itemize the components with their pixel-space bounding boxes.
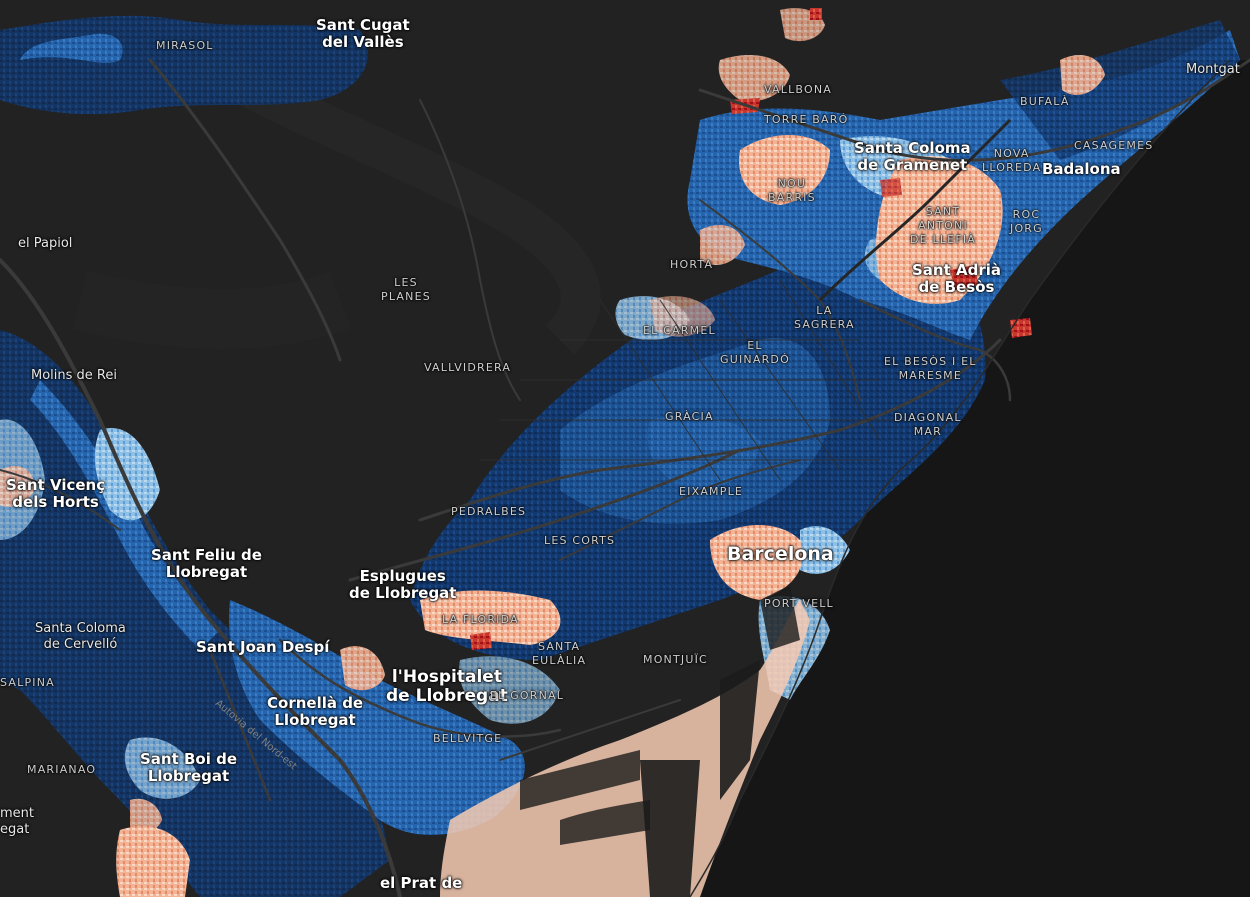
- label-sant-vicenc[interactable]: Sant Vicenç dels Horts: [6, 476, 106, 511]
- label-port-vell[interactable]: PORT VELL: [764, 597, 834, 610]
- label-barcelona[interactable]: Barcelona: [727, 543, 834, 565]
- label-nou-barris[interactable]: NOU BARRIS: [768, 177, 816, 204]
- label-sant-antoni-llefia[interactable]: SANT ANTONI DE LLEFIÀ: [910, 205, 977, 246]
- label-bufala[interactable]: BUFALÀ: [1020, 95, 1070, 108]
- label-les-corts[interactable]: LES CORTS: [544, 534, 616, 547]
- label-sant-adria[interactable]: Sant Adrià de Besòs: [912, 261, 1002, 296]
- label-besos-maresme[interactable]: EL BESÒS I EL MARESME: [884, 355, 977, 382]
- label-esplugues[interactable]: Esplugues de Llobregat: [349, 567, 457, 602]
- label-vallvidrera[interactable]: VALLVIDRERA: [424, 361, 512, 374]
- label-diagonal-mar[interactable]: DIAGONAL MAR: [894, 411, 962, 438]
- label-montgat[interactable]: Montgat: [1186, 62, 1240, 77]
- label-santa-eulalia[interactable]: SANTA EULÀLIA: [532, 640, 587, 667]
- label-el-prat[interactable]: el Prat de: [380, 874, 463, 892]
- label-sant-boi[interactable]: Sant Boi de Llobregat: [140, 750, 238, 785]
- label-bellvitge[interactable]: BELLVITGE: [433, 732, 503, 745]
- label-vallbona[interactable]: VALLBONA: [764, 83, 832, 96]
- label-pedralbes[interactable]: PEDRALBES: [451, 505, 527, 518]
- label-sant-feliu[interactable]: Sant Feliu de Llobregat: [151, 546, 262, 581]
- label-la-sagrera[interactable]: LA SAGRERA: [794, 304, 855, 331]
- label-el-papiol[interactable]: el Papiol: [18, 236, 73, 251]
- label-santa-coloma-gramenet[interactable]: Santa Coloma de Gramenet: [854, 139, 971, 174]
- label-mirasol[interactable]: MIRASOL: [156, 39, 214, 52]
- label-la-florida[interactable]: LA FLORIDA: [442, 613, 519, 626]
- label-badalona[interactable]: Badalona: [1042, 160, 1121, 178]
- label-lhospitalet[interactable]: l'Hospitalet de Llobregat: [386, 667, 508, 706]
- label-montjuic[interactable]: MONTJUÏC: [643, 653, 708, 666]
- label-cornella[interactable]: Cornellà de Llobregat: [267, 694, 364, 729]
- label-salpina[interactable]: SALPINA: [0, 676, 55, 689]
- label-sant-roc[interactable]: ROC JORG: [1010, 208, 1043, 235]
- label-nova-lloreda[interactable]: NOVA LLOREDA: [982, 147, 1042, 174]
- label-gracia[interactable]: GRÀCIA: [665, 410, 714, 423]
- label-les-planes[interactable]: LES PLANES: [381, 276, 431, 303]
- label-marianao[interactable]: MARIANAO: [27, 763, 97, 776]
- label-casagemes[interactable]: CASAGEMES: [1074, 139, 1154, 152]
- label-el-gornal[interactable]: EL GORNAL: [490, 689, 565, 702]
- label-horta[interactable]: HORTA: [670, 258, 714, 271]
- label-santa-coloma-cervello[interactable]: Santa Coloma de Cervelló: [35, 621, 126, 652]
- label-eixample[interactable]: EIXAMPLE: [679, 485, 744, 498]
- label-el-guinardo[interactable]: EL GUINARDÓ: [720, 339, 790, 366]
- label-ment-egat[interactable]: ment egat: [0, 806, 34, 837]
- label-sant-joan-despi[interactable]: Sant Joan Despí: [196, 638, 330, 656]
- label-sant-cugat[interactable]: Sant Cugat del Vallès: [316, 16, 410, 51]
- label-el-carmel[interactable]: EL CARMEL: [643, 324, 716, 337]
- label-torre-baro[interactable]: TORRE BARÓ: [764, 113, 849, 126]
- label-molins-de-rei[interactable]: Molins de Rei: [31, 368, 117, 383]
